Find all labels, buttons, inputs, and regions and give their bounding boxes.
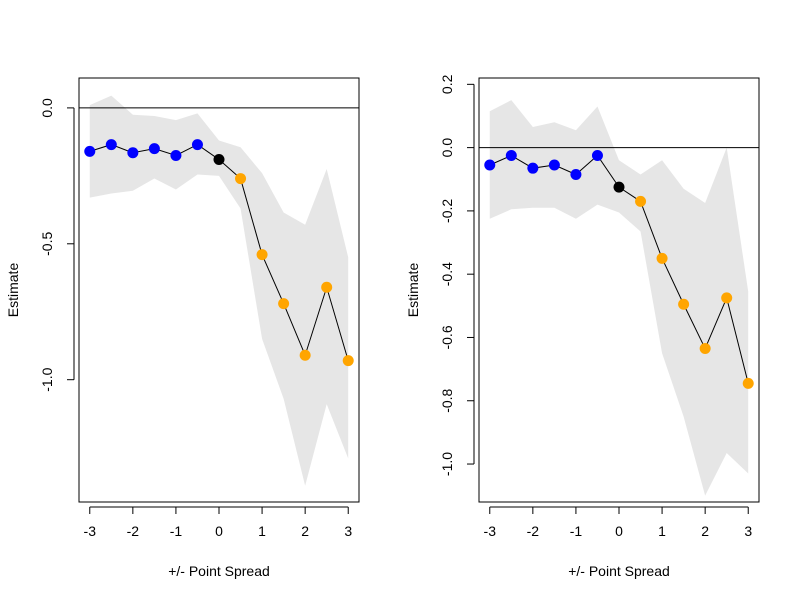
chart1-x-tick-label: 3 (344, 523, 352, 539)
chart1-data-point (84, 145, 96, 157)
chart1-data-point (256, 249, 268, 261)
chart2-x-tick-label: 1 (658, 523, 666, 539)
chart1-y-tick-label: -0.5 (39, 232, 55, 256)
chart2-x-axis-title: +/- Point Spread (568, 563, 670, 579)
chart2-plot-frame (478, 77, 760, 503)
chart2-y-tick-label: 0.0 (439, 138, 455, 158)
chart1-y-axis-title: Estimate (5, 263, 21, 318)
chart2-data-point (505, 150, 517, 162)
chart2-data-point (613, 181, 625, 193)
chart2-y-tick-label: -0.2 (439, 199, 455, 223)
chart1-data-point (235, 173, 247, 185)
chart1-x-tick-label: -1 (170, 523, 183, 539)
chart1-plot-frame (78, 77, 360, 503)
chart2-data-point (678, 298, 690, 310)
chart2-data-point (484, 159, 496, 171)
chart1-x-axis-title: +/- Point Spread (168, 563, 270, 579)
chart2-y-axis-title: Estimate (405, 263, 421, 318)
chart1-data-point (191, 139, 203, 151)
chart1-confidence-band (89, 95, 349, 486)
chart2-y-tick-label: -0.8 (439, 388, 455, 412)
chart1-x-tick-label: -2 (127, 523, 140, 539)
chart2-data-point (591, 150, 603, 162)
chart2-y-tick-label: -1.0 (439, 452, 455, 476)
chart1-data-point (170, 149, 182, 161)
chart2-x-tick-label: -1 (570, 523, 583, 539)
chart1-data-point (321, 281, 333, 293)
chart2-data-point (635, 195, 647, 207)
chart1-y-tick-label: 0.0 (39, 98, 55, 118)
chart2-x-tick-label: 3 (744, 523, 752, 539)
chart1-y-tick-label: -1.0 (39, 367, 55, 391)
chart2-data-point (721, 292, 733, 304)
chart2-confidence-band (489, 100, 749, 496)
chart2-x-tick-label: -3 (484, 523, 497, 539)
chart2-y-tick-label: -0.4 (439, 262, 455, 286)
chart1-data-point (342, 355, 354, 367)
chart2-y-tick-label: 0.2 (439, 74, 455, 94)
chart2-data-point (527, 162, 539, 174)
chart2-y-tick-label: -0.6 (439, 325, 455, 349)
chart2-data-point (548, 159, 560, 171)
chart1-x-tick-label: 1 (258, 523, 266, 539)
chart1-data-point (105, 139, 117, 151)
chart2-data-point (742, 377, 754, 389)
chart2-x-tick-label: 0 (615, 523, 623, 539)
chart1-data-point (299, 349, 311, 361)
chart1-data-point (213, 154, 225, 166)
chart1-x-tick-label: 0 (215, 523, 223, 539)
chart2-x-tick-label: -2 (527, 523, 540, 539)
chart2-data-point (699, 343, 711, 355)
chart1-data-point (127, 147, 139, 159)
chart1-x-tick-label: 2 (301, 523, 309, 539)
chart2-x-tick-label: 2 (701, 523, 709, 539)
chart1-data-point (148, 143, 160, 155)
chart2-data-point (570, 169, 582, 181)
chart2-data-point (656, 252, 668, 264)
chart1-data-point (278, 298, 290, 310)
chart1-x-tick-label: -3 (84, 523, 97, 539)
